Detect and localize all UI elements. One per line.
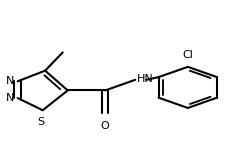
Text: N: N [6, 76, 15, 86]
Text: N: N [6, 93, 15, 103]
Text: S: S [37, 117, 44, 127]
Text: O: O [101, 121, 109, 131]
Text: Cl: Cl [182, 50, 193, 60]
Text: HN: HN [136, 74, 153, 84]
